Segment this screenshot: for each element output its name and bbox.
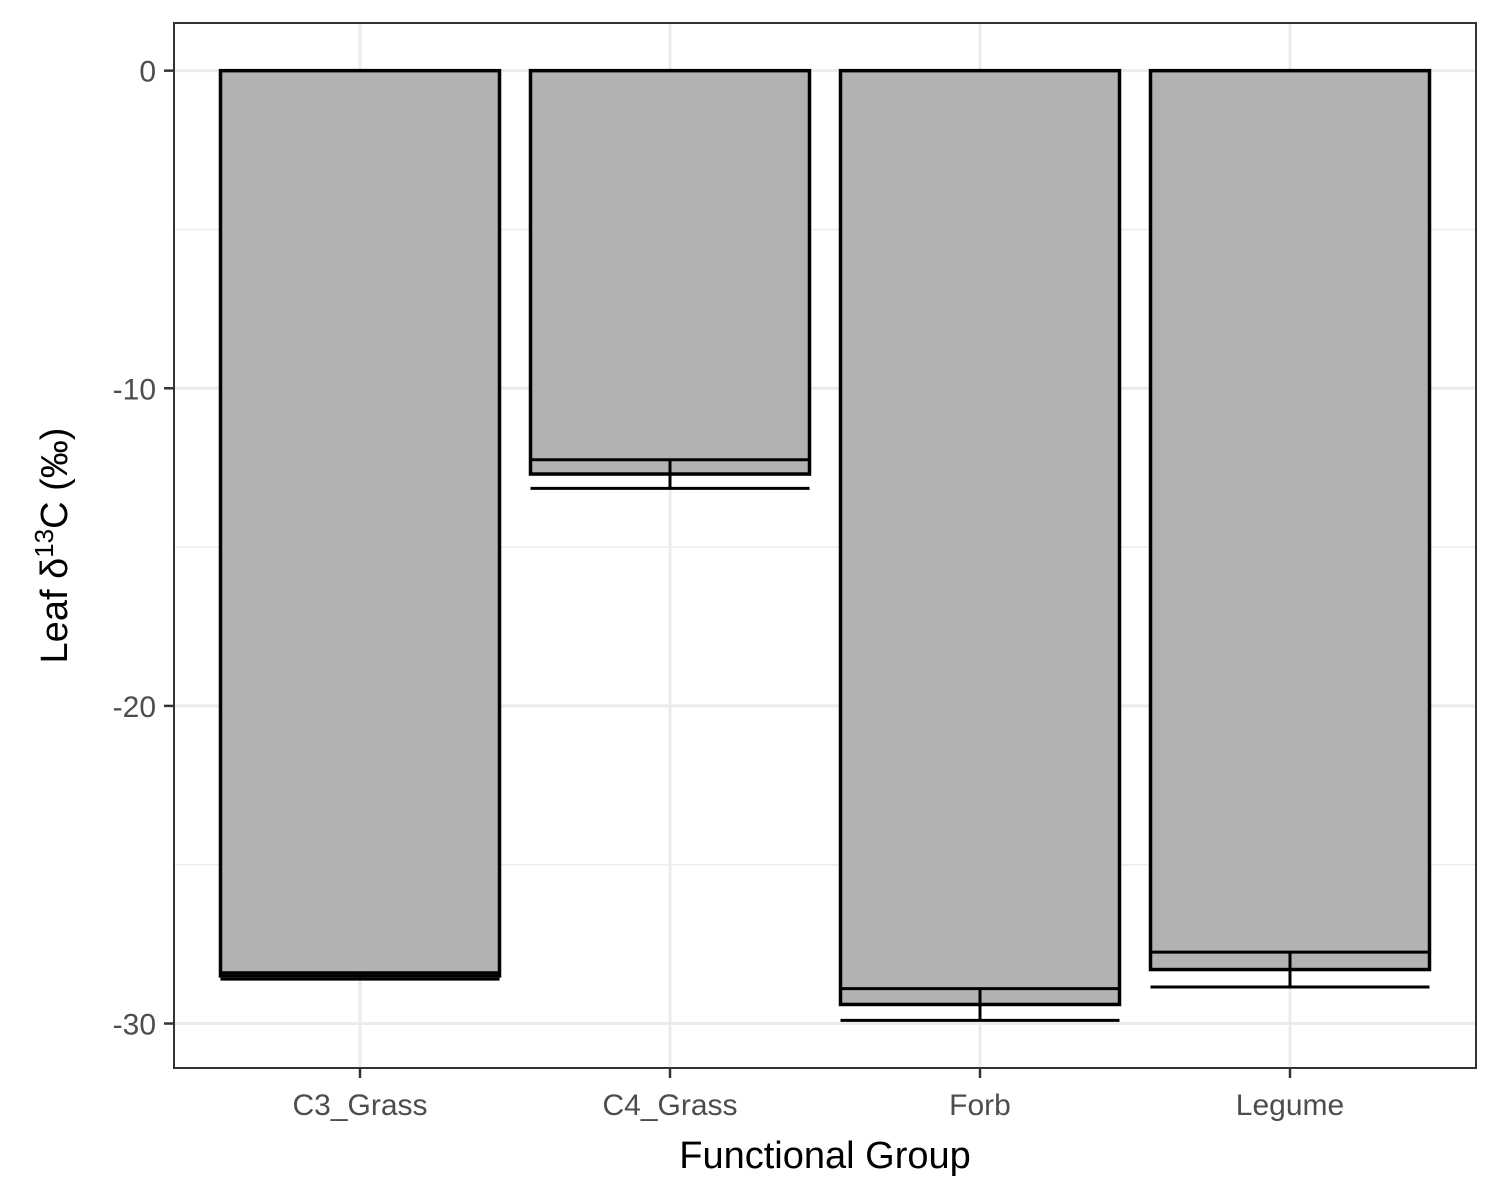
y-tick-label: -20 <box>113 691 156 724</box>
error-bar <box>220 971 500 981</box>
error-bar <box>840 987 1120 1022</box>
x-tick-label: C3_Grass <box>292 1089 427 1122</box>
error-bar <box>1150 950 1430 989</box>
y-tick-label: 0 <box>139 56 156 89</box>
error-bars <box>220 458 1430 1022</box>
x-tick-label: C4_Grass <box>602 1089 737 1122</box>
x-axis: C3_Grass C4_Grass Forb Legume <box>292 1068 1344 1122</box>
x-axis-title: Functional Group <box>679 1135 971 1177</box>
y-axis-title: Leaf δ13C (‰) <box>29 428 76 664</box>
y-axis-title-suffix: C (‰) <box>34 428 76 529</box>
y-axis-title-prefix: Leaf δ <box>34 558 76 664</box>
y-tick-label: -30 <box>113 1009 156 1042</box>
x-tick-label: Forb <box>949 1089 1011 1122</box>
y-tick-label: -10 <box>113 373 156 406</box>
panel-border <box>173 22 1477 1069</box>
y-axis-title-superscript: 13 <box>29 529 59 558</box>
bar-c4-grass <box>528 68 812 476</box>
error-bar <box>530 458 810 490</box>
y-axis: 0 -10 -20 -30 <box>113 56 174 1042</box>
x-tick-label: Legume <box>1236 1089 1344 1122</box>
bar-legume <box>1148 68 1432 972</box>
bars <box>218 68 1432 1007</box>
bar-forb <box>838 68 1122 1007</box>
bar-c3-grass <box>218 68 502 978</box>
